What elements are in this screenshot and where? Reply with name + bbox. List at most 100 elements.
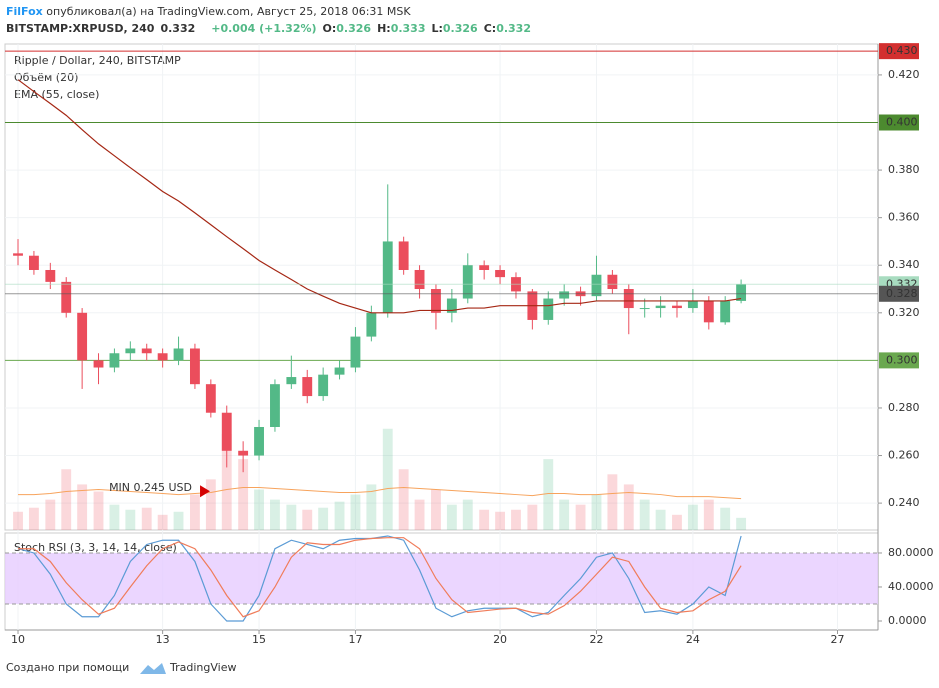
author[interactable]: FilFox (6, 5, 43, 18)
volume-bar (543, 459, 554, 530)
volume-bar (703, 499, 714, 530)
y-tick-label: 80.0000 (888, 546, 934, 559)
ohlc-label: L: (431, 22, 442, 35)
y-tick-label: 0.380 (888, 163, 920, 176)
volume-bar (77, 484, 88, 530)
candle-body (495, 269, 506, 278)
volume-bar (462, 499, 473, 530)
volume-bar (270, 499, 280, 530)
legend-ema: EMA (55, close) (14, 88, 99, 101)
candle-body (28, 255, 39, 270)
ema-line (17, 79, 742, 314)
candle-body (431, 289, 441, 313)
volume-bar (720, 507, 731, 530)
header-line: FilFox опубликовал(а) на TradingView.com… (6, 5, 411, 18)
volume-bar (366, 484, 377, 530)
ohlc-label: O: (323, 22, 337, 35)
volume-bar (93, 491, 104, 530)
ohlc-value: 0.326 (336, 22, 371, 35)
volume-bar (527, 504, 538, 530)
candle-body (703, 300, 714, 323)
x-tick-label: 27 (831, 633, 845, 646)
candle-body (720, 300, 731, 323)
y-tick-label: 0.320 (888, 306, 920, 319)
logo-icon[interactable] (140, 663, 166, 674)
volume-bar (398, 469, 409, 530)
volume-bar (623, 484, 634, 530)
x-tick-label: 13 (156, 633, 170, 646)
tradingview-logo[interactable] (140, 663, 166, 674)
candle-body (591, 274, 602, 297)
candle-body (334, 367, 345, 375)
candle-body (655, 305, 666, 309)
footer-brand[interactable]: TradingView (169, 661, 236, 674)
candle-body (205, 384, 216, 413)
legend-volume: Объём (20) (14, 71, 78, 84)
candle-body (270, 384, 280, 427)
volume-bar (736, 517, 747, 530)
price-label-bg (879, 114, 919, 131)
volume-bar (157, 514, 168, 530)
annotation-text: MIN 0.245 USD (109, 481, 192, 494)
candle-body (109, 353, 120, 368)
volume-bar (414, 499, 425, 530)
price: 0.332 (160, 22, 195, 35)
candle-body (607, 274, 618, 290)
volume-bar (189, 494, 200, 530)
candle-body (254, 426, 264, 456)
volume-bar (125, 509, 136, 530)
volume-bar (575, 504, 586, 530)
y-tick-label: 0.0000 (888, 614, 927, 627)
x-tick-label: 24 (686, 633, 700, 646)
candle-body (687, 300, 698, 309)
candle-body (13, 253, 23, 256)
candle-body (382, 241, 393, 313)
ohlc-value: 0.326 (443, 22, 478, 35)
candle-body (302, 377, 313, 397)
candle-body (414, 269, 425, 290)
symbol-line: BITSTAMP:XRPUSD, 240 0.332 +0.004 (+1.32%)… (6, 22, 531, 35)
candle-body (45, 269, 56, 282)
candle-body (366, 312, 377, 337)
candle-body (672, 305, 682, 309)
y-tick-label: 40.0000 (888, 580, 934, 593)
x-tick-label: 10 (11, 633, 25, 646)
stoch-line (17, 535, 742, 622)
volume-bar (382, 428, 393, 530)
y-tick-label: 0.240 (888, 496, 920, 509)
candle-body (318, 374, 329, 397)
candle-body (286, 377, 297, 385)
price-label: 0.328 (886, 287, 918, 300)
candle-body (398, 241, 409, 270)
candle-body (189, 348, 200, 385)
candle-body (543, 298, 554, 320)
annotation-arrow (200, 485, 211, 498)
stoch-line (18, 537, 742, 618)
published: опубликовал(а) на TradingView.com, Авгус… (43, 5, 412, 18)
stoch-band (5, 552, 878, 604)
candle-body (157, 353, 168, 361)
candle-body (125, 348, 136, 354)
legend-title: Ripple / Dollar, 240, BITSTAMP (14, 54, 181, 67)
ohlc-value: 0.333 (391, 22, 426, 35)
price-label: 0.300 (886, 353, 918, 366)
volume-bar (205, 479, 216, 530)
candle-body (93, 360, 104, 368)
candle-body (559, 291, 570, 299)
candle-body (77, 312, 88, 361)
symbol: BITSTAMP:XRPUSD, 240 (6, 22, 155, 35)
price-label-bg (879, 352, 919, 369)
candle-body (462, 265, 473, 299)
volume-bar (61, 469, 72, 530)
candle-body (479, 265, 490, 270)
x-tick-label: 22 (589, 633, 603, 646)
volume-bar (45, 499, 56, 530)
stoch-legend: Stoch RSI (3, 3, 14, 14, close) (14, 541, 177, 554)
y-tick-label: 0.260 (888, 449, 920, 462)
volume-bar (687, 504, 698, 530)
candle-body (736, 284, 747, 301)
candle-body (623, 289, 634, 309)
footer-text: Создано при помощи (6, 661, 129, 674)
candle-body (173, 348, 184, 361)
